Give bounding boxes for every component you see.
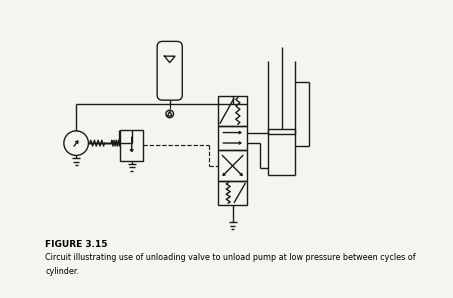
Bar xyxy=(218,96,247,125)
Bar xyxy=(120,130,144,161)
Text: FIGURE 3.15: FIGURE 3.15 xyxy=(45,240,108,249)
Text: cylinder.: cylinder. xyxy=(45,267,79,276)
Bar xyxy=(218,150,247,181)
Text: Circuit illustrating use of unloading valve to unload pump at low pressure betwe: Circuit illustrating use of unloading va… xyxy=(45,253,416,262)
Bar xyxy=(218,181,247,204)
Bar xyxy=(218,125,247,150)
